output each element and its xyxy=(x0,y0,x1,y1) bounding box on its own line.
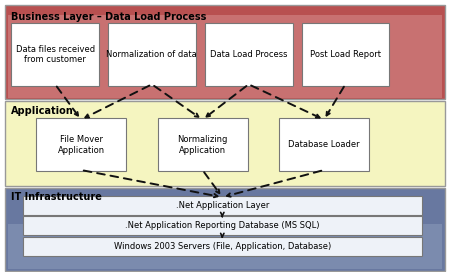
Text: Business Layer – Data Load Process: Business Layer – Data Load Process xyxy=(11,12,207,22)
Text: Windows 2003 Servers (File, Application, Database): Windows 2003 Servers (File, Application,… xyxy=(114,242,331,251)
Text: Application: Application xyxy=(11,106,74,116)
Text: Data files received
from customer: Data files received from customer xyxy=(16,45,94,64)
Text: IT Infrastructure: IT Infrastructure xyxy=(11,192,102,202)
FancyBboxPatch shape xyxy=(36,118,126,171)
Text: .Net Application Reporting Database (MS SQL): .Net Application Reporting Database (MS … xyxy=(125,221,320,230)
FancyBboxPatch shape xyxy=(302,23,389,86)
FancyBboxPatch shape xyxy=(8,224,442,269)
FancyBboxPatch shape xyxy=(279,118,369,171)
FancyBboxPatch shape xyxy=(5,188,445,271)
Text: .Net Application Layer: .Net Application Layer xyxy=(176,201,269,210)
FancyBboxPatch shape xyxy=(108,23,196,86)
FancyBboxPatch shape xyxy=(5,5,445,99)
Text: Normalizing
Application: Normalizing Application xyxy=(177,135,228,154)
FancyBboxPatch shape xyxy=(22,237,422,256)
FancyBboxPatch shape xyxy=(22,196,422,215)
Text: Data Load Process: Data Load Process xyxy=(210,50,288,59)
FancyBboxPatch shape xyxy=(5,101,445,186)
FancyBboxPatch shape xyxy=(22,216,422,235)
Text: Post Load Report: Post Load Report xyxy=(310,50,381,59)
Text: Normalization of data: Normalization of data xyxy=(107,50,197,59)
FancyBboxPatch shape xyxy=(158,118,248,171)
Text: Database Loader: Database Loader xyxy=(288,140,360,149)
FancyBboxPatch shape xyxy=(205,23,292,86)
FancyBboxPatch shape xyxy=(8,15,442,98)
Text: File Mover
Application: File Mover Application xyxy=(58,135,104,154)
FancyBboxPatch shape xyxy=(11,23,99,86)
